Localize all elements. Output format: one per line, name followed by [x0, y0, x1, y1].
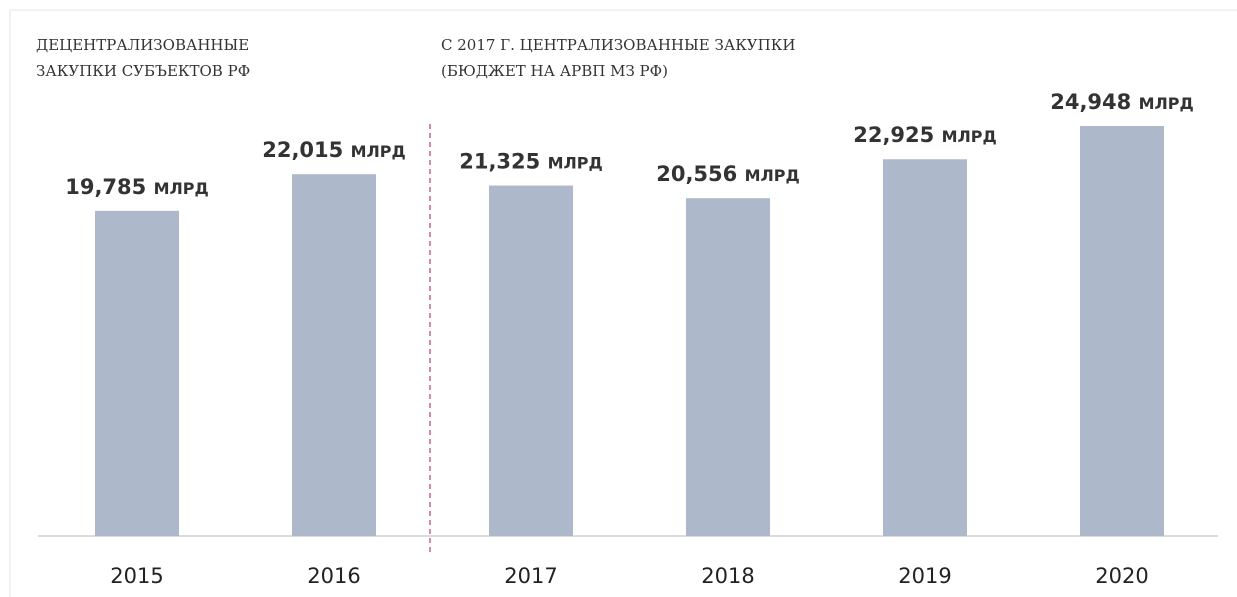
x-tick-label: 2020 — [1095, 564, 1148, 588]
x-tick-label: 2019 — [898, 564, 951, 588]
x-tick-label: 2015 — [110, 564, 163, 588]
bar — [292, 174, 376, 536]
bar — [686, 198, 770, 536]
value-label: 24,948 млрд — [1050, 90, 1194, 114]
annotation: С 2017 Г. ЦЕНТРАЛИЗОВАННЫЕ ЗАКУПКИ — [441, 36, 795, 54]
annotation: ДЕЦЕНТРАЛИЗОВАННЫЕ — [36, 36, 249, 54]
bar — [489, 185, 573, 536]
bar — [1080, 126, 1164, 536]
annotation: ЗАКУПКИ СУБЪЕКТОВ РФ — [36, 62, 250, 80]
bar — [95, 210, 179, 537]
value-label: 21,325 млрд — [459, 150, 603, 174]
value-label: 22,015 млрд — [262, 138, 406, 162]
annotation: (БЮДЖЕТ НА АРВП МЗ РФ) — [441, 62, 668, 80]
x-tick-label: 2016 — [307, 564, 360, 588]
bar — [883, 159, 967, 537]
x-tick-label: 2018 — [701, 564, 754, 588]
value-label: 19,785 млрд — [65, 175, 209, 199]
x-tick-label: 2017 — [504, 564, 557, 588]
value-label: 22,925 млрд — [853, 123, 997, 147]
value-label: 20,556 млрд — [656, 162, 800, 186]
